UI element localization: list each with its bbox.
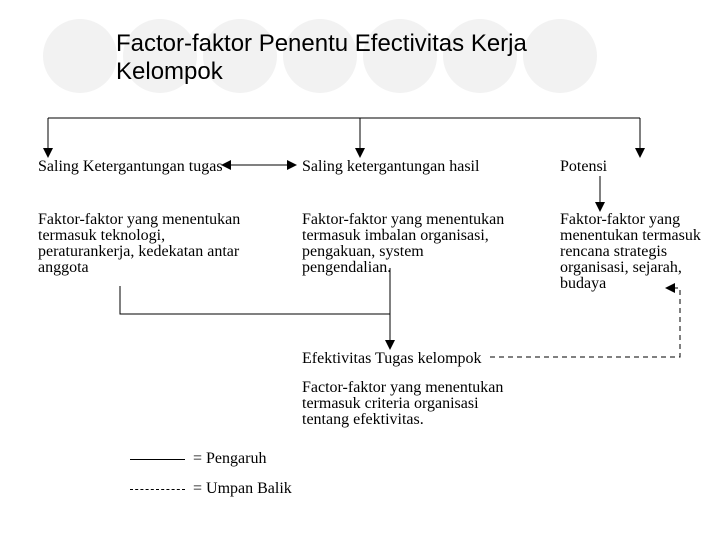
bg-circle — [43, 19, 117, 93]
legend-solid-line-icon — [130, 459, 185, 460]
legend-pengaruh-label: = Pengaruh — [193, 450, 266, 468]
legend-umpanbalik: = Umpan Balik — [130, 480, 292, 498]
row1-col3-label: Potensi — [560, 158, 680, 176]
row2-col3-text: Faktor-faktor yang menentukan termasuk r… — [560, 212, 710, 292]
legend-pengaruh: = Pengaruh — [130, 450, 266, 468]
diagram-stage: Factor-faktor Penentu Efectivitas Kerja … — [0, 0, 720, 540]
row3-label: Efektivitas Tugas kelompok — [302, 350, 512, 368]
row4-text: Factor-faktor yang menentukan termasuk c… — [302, 380, 512, 428]
legend-umpanbalik-label: = Umpan Balik — [193, 480, 292, 498]
row2-col2-text: Faktor-faktor yang menentukan termasuk i… — [302, 212, 512, 276]
row2-col1-text: Faktor-faktor yang menentukan termasuk t… — [38, 212, 248, 276]
legend-dashed-line-icon — [130, 489, 185, 490]
row1-col2-label: Saling ketergantungan hasil — [302, 158, 502, 176]
row1-col1-label: Saling Ketergantungan tugas — [38, 158, 238, 176]
page-title: Factor-faktor Penentu Efectivitas Kerja … — [116, 30, 636, 86]
